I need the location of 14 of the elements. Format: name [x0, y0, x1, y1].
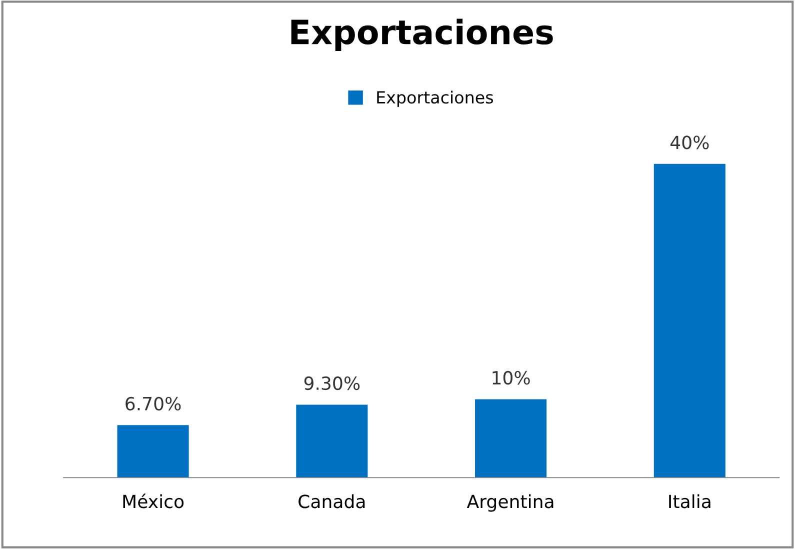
- data-label: 10%: [492, 370, 530, 385]
- bar: [117, 425, 189, 478]
- data-label: 9.30%: [304, 376, 360, 390]
- x-tick-label: Argentina: [466, 494, 554, 512]
- x-tick-label: Italia: [669, 494, 710, 508]
- x-tick-label: México: [123, 494, 184, 508]
- legend-label: Exportaciones: [377, 90, 493, 107]
- bar: [296, 404, 368, 478]
- chart-title: Exportaciones: [291, 18, 553, 51]
- data-label: 6.70%: [126, 396, 181, 410]
- data-label: 40%: [670, 136, 709, 150]
- bar: [475, 399, 547, 478]
- x-tick-label: Canada: [298, 494, 365, 508]
- bar: [654, 164, 726, 478]
